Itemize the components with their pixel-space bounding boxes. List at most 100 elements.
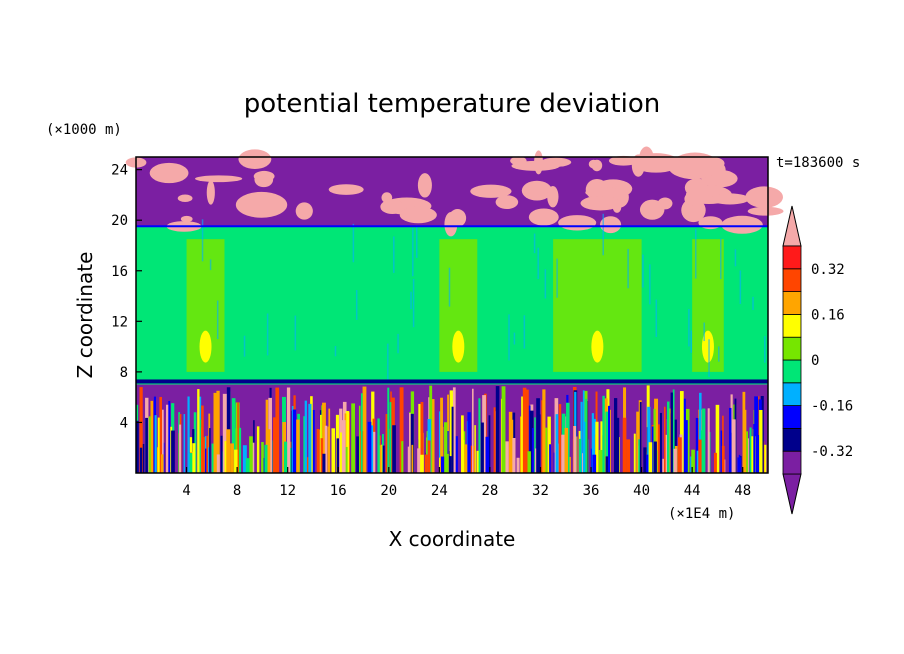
lower-streak — [673, 448, 677, 473]
upper-blob — [235, 191, 288, 218]
lower-streak — [310, 409, 315, 473]
middle-streak — [513, 332, 516, 345]
lower-streak — [605, 456, 608, 473]
lower-streak — [242, 445, 247, 473]
x-tick-label: 20 — [380, 483, 397, 499]
lower-streak — [616, 417, 620, 473]
lower-streak — [485, 436, 490, 473]
lower-streak — [638, 439, 641, 473]
lower-streak — [234, 449, 238, 473]
lower-streak — [521, 396, 525, 473]
lower-streak — [343, 446, 348, 473]
upper-blob — [417, 173, 432, 198]
lower-streak — [488, 415, 491, 473]
middle-streak — [556, 258, 558, 298]
y-axis: 4 8 12 16 20 24 — [111, 163, 142, 431]
plot-area — [125, 146, 784, 473]
lower-streak — [583, 421, 587, 473]
lower-streak — [208, 447, 210, 473]
lower-streak — [715, 404, 720, 473]
lower-streak — [245, 458, 250, 473]
lower-streak — [663, 407, 666, 473]
middle-streak — [523, 315, 526, 349]
plume-core — [591, 330, 604, 363]
lower-streak — [261, 442, 264, 473]
lower-streak — [653, 408, 656, 473]
lower-streak — [699, 392, 702, 473]
lower-streak — [731, 419, 736, 473]
lower-streak — [608, 405, 611, 473]
middle-streak — [415, 225, 418, 258]
colorbar-min-triangle — [782, 473, 802, 515]
lower-streak — [336, 438, 340, 473]
lower-streak — [292, 409, 297, 473]
lower-streak — [192, 443, 196, 473]
colorbar-label: ‑0.16 — [811, 399, 853, 415]
lower-streak — [728, 407, 732, 473]
lower-streak — [573, 426, 577, 473]
lower-streak — [197, 389, 200, 473]
middle-streak — [393, 236, 395, 273]
upper-blob — [206, 180, 215, 205]
lower-streak — [418, 403, 421, 473]
lower-streak — [345, 411, 350, 473]
upper-blob — [747, 206, 784, 216]
colorbar-label: ‑0.32 — [811, 444, 853, 460]
lower-streak — [148, 416, 151, 473]
lower-streak — [639, 402, 642, 473]
lower-streak — [721, 445, 725, 473]
lower-streak — [206, 435, 209, 473]
lower-streak — [679, 391, 684, 473]
time-label: t=183600 s — [776, 155, 860, 171]
upper-blob — [632, 153, 681, 173]
middle-streak — [752, 296, 754, 311]
upper-blob — [547, 185, 559, 208]
lower-streak — [306, 457, 310, 473]
lower-streak — [237, 402, 239, 473]
upper-blob — [194, 175, 243, 183]
lower-streak — [501, 386, 506, 473]
lower-streak — [205, 448, 207, 473]
upper-blob — [328, 184, 364, 195]
lower-streak — [698, 439, 702, 473]
y-tick-label: 12 — [111, 314, 128, 330]
upper-blob — [521, 180, 553, 201]
upper-blob — [639, 146, 654, 172]
lower-streak — [700, 430, 705, 473]
lower-streak — [226, 429, 231, 473]
lower-streak — [171, 430, 175, 473]
lower-streak — [544, 427, 548, 473]
middle-streak — [649, 264, 651, 305]
middle-streak — [602, 213, 604, 256]
middle-streak — [397, 333, 399, 354]
lower-streak — [647, 406, 651, 473]
lower-streak — [165, 404, 170, 473]
y-tick-label: 16 — [111, 264, 128, 280]
lower-streak — [474, 425, 476, 473]
lower-streak — [651, 426, 654, 473]
lower-streak — [216, 390, 220, 473]
lower-streak — [159, 396, 162, 473]
lower-streak — [558, 404, 562, 473]
lower-streak — [161, 409, 164, 473]
y-axis-label: Z coordinate — [73, 252, 97, 379]
lower-streak — [722, 415, 724, 473]
colorbar-band — [782, 359, 802, 384]
lower-streak — [449, 456, 452, 473]
middle-streak — [201, 219, 204, 262]
middle-streak — [708, 339, 710, 377]
lower-streak — [320, 438, 324, 473]
lower-streak — [476, 450, 479, 473]
lower-streak — [154, 415, 157, 473]
upper-blob — [608, 155, 639, 166]
lower-streak — [446, 453, 449, 473]
middle-streak — [412, 278, 415, 328]
lower-streak — [401, 441, 404, 473]
plume-core — [452, 330, 465, 363]
middle-streak — [294, 315, 297, 351]
x-unit-label: (×1E4 m) — [668, 506, 735, 522]
x-tick-label: 16 — [330, 483, 347, 499]
lower-streak — [585, 398, 587, 473]
colorbar-label: 0.16 — [811, 307, 845, 323]
lower-streak — [542, 389, 546, 473]
